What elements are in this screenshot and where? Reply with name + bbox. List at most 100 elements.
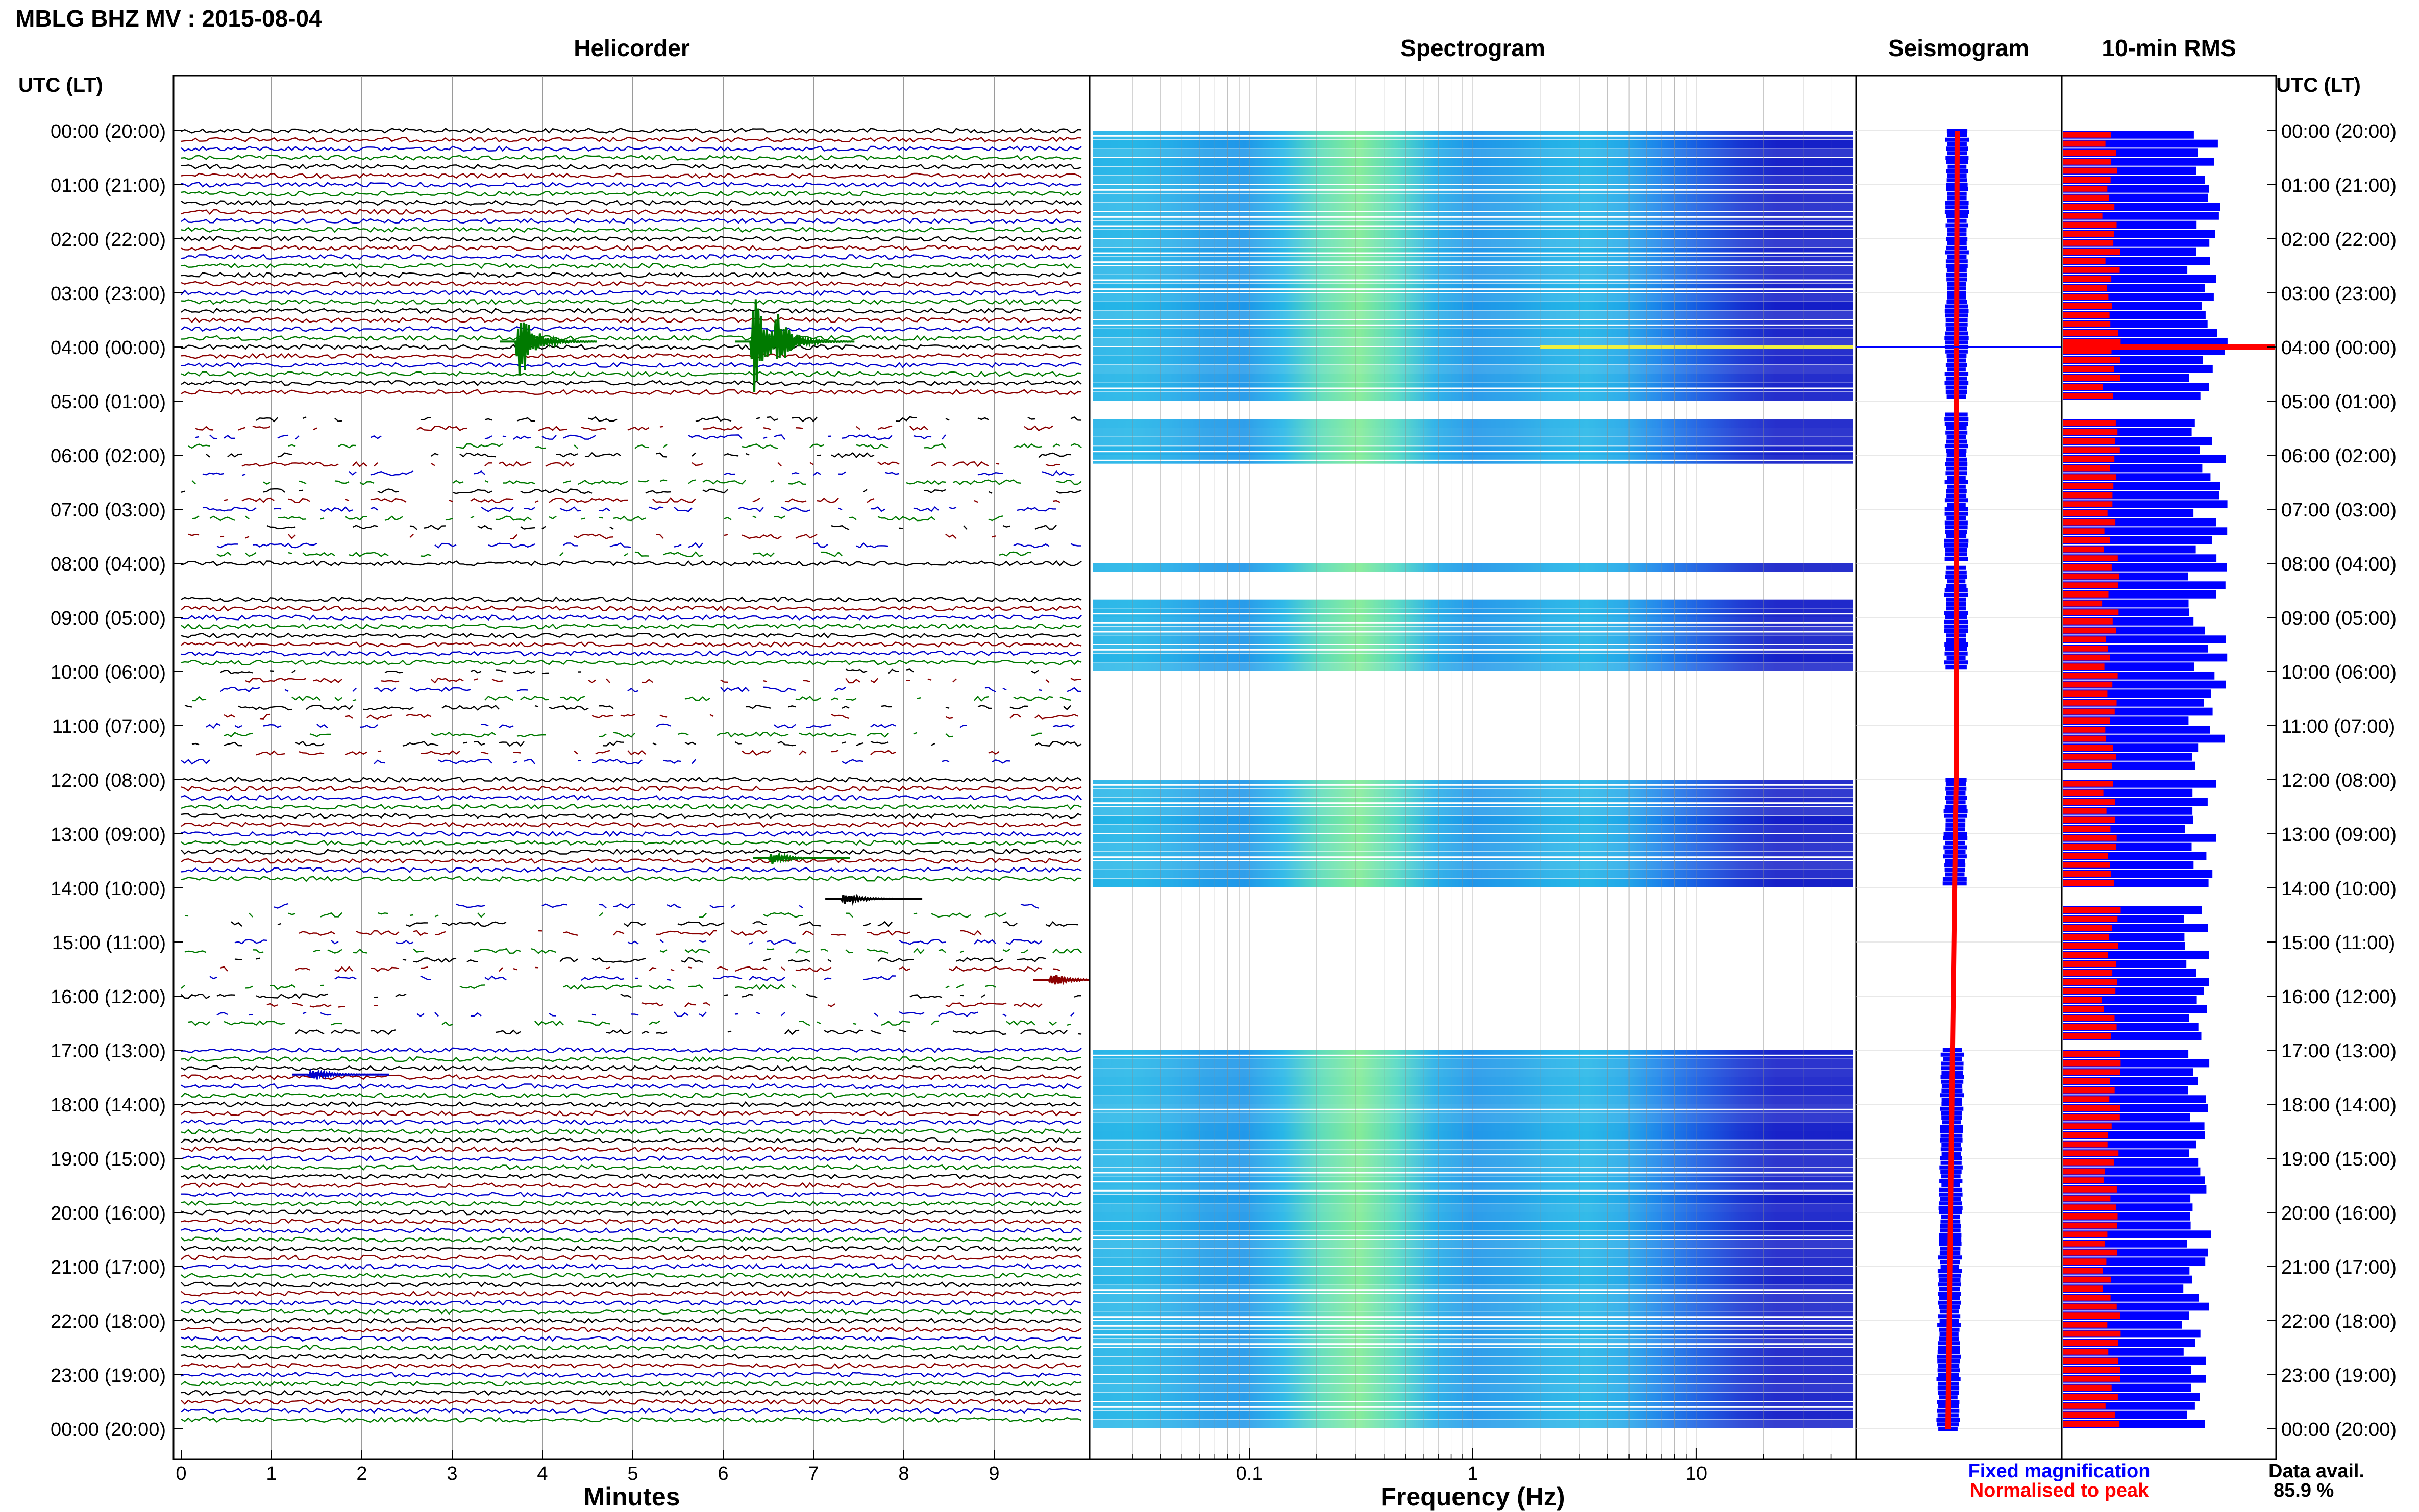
rms-title: 10-min RMS [2102, 35, 2236, 61]
rms-normalised-bar [2063, 285, 2107, 291]
rms-normalised-bar [2063, 474, 2116, 480]
time-tick-label-right: 00:00 (20:00) [2281, 1419, 2397, 1441]
rms-normalised-bar [2063, 862, 2110, 868]
rms-normalised-bar [2063, 429, 2118, 435]
time-tick-label-left: 19:00 (15:00) [51, 1149, 166, 1170]
rms-normalised-bar [2063, 528, 2105, 534]
rms-normalised-bar [2063, 799, 2115, 805]
rms-normalised-bar [2063, 1384, 2112, 1391]
rms-normalised-bar [2063, 1123, 2112, 1129]
rms-normalised-bar [2063, 249, 2120, 255]
helicorder-trace [184, 704, 1071, 711]
rms-normalised-bar [2063, 510, 2108, 516]
helicorder-trace [181, 353, 1082, 359]
time-tick-label-right: 07:00 (03:00) [2281, 500, 2397, 521]
helicorder-trace [181, 1417, 1082, 1423]
rms-normalised-bar [2063, 673, 2118, 679]
helicorder-trace [181, 1407, 1082, 1414]
rms-normalised-bar [2063, 357, 2120, 363]
helicorder-trace [181, 993, 1081, 999]
helicorder-event [292, 1068, 389, 1082]
helicorder-event [825, 893, 923, 906]
helicorder-trace [224, 731, 1042, 738]
rms-normalised-bar [2063, 438, 2115, 444]
helicorder-trace [181, 1372, 1082, 1378]
helicorder-trace [181, 614, 1082, 621]
helicorder-panel [172, 75, 1130, 1460]
helicorder-trace [181, 1200, 1082, 1207]
helicorder-trace [181, 1362, 1082, 1369]
rms-normalised-bar [2063, 348, 2112, 354]
helicorder-trace [181, 163, 1082, 170]
rms-normalised-bar [2063, 663, 2105, 670]
time-tick-label-right: 19:00 (15:00) [2281, 1149, 2397, 1170]
rms-normalised-bar [2063, 465, 2110, 472]
rms-normalised-bar [2063, 1394, 2118, 1400]
helicorder-trace [181, 326, 1082, 332]
time-tick-label-left: 02:00 (22:00) [51, 229, 166, 251]
rms-normalised-bar [2063, 970, 2113, 976]
rms-normalised-bar [2063, 808, 2107, 814]
rms-normalised-bar [2063, 853, 2108, 859]
frequency-axis: 0.1 1 10 [1132, 1448, 1832, 1484]
rms-normalised-bar [2063, 654, 2110, 661]
helicorder-trace [181, 650, 1082, 657]
helicorder-trace [195, 434, 946, 440]
helicorder-trace [181, 1047, 1082, 1054]
rms-normalised-bar [2063, 1060, 2121, 1067]
helicorder-trace [181, 181, 1082, 188]
helicorder-trace [188, 533, 996, 539]
rms-normalised-bar [2063, 1114, 2120, 1121]
rms-normalised-bar [2063, 1376, 2120, 1382]
rms-normalised-bar [2063, 1051, 2120, 1057]
time-tick-label-right: 09:00 (05:00) [2281, 608, 2397, 629]
helicorder-trace [181, 849, 1082, 855]
rms-normalised-bar [2063, 627, 2116, 634]
rms-normalised-bar [2063, 1222, 2117, 1229]
rms-normalised-bar [2063, 1015, 2115, 1021]
rms-normalised-bar [2063, 1330, 2121, 1337]
helicorder-trace [191, 515, 1003, 522]
helicorder-trace [181, 858, 1082, 864]
rms-normalised-bar [2063, 708, 2115, 715]
minute-tick-label: 7 [808, 1463, 819, 1484]
helicorder-trace [181, 839, 1082, 846]
left-time-axis-label: UTC (LT) [18, 74, 103, 96]
helicorder-trace [181, 776, 1082, 783]
rms-normalised-bar [2063, 546, 2104, 553]
seismogram-title: Seismogram [1888, 35, 2029, 61]
helicorder-trace [181, 659, 1082, 666]
rms-normalised-bar [2063, 339, 2121, 345]
time-tick-label-left: 01:00 (21:00) [51, 175, 166, 196]
rms-normalised-bar [2063, 150, 2116, 156]
helicorder-trace [181, 254, 1082, 260]
rms-normalised-bar [2063, 303, 2112, 309]
helicorder-trace [181, 1380, 1082, 1387]
rms-normalised-bar [2063, 186, 2108, 192]
rms-normalised-bar [2063, 1322, 2108, 1328]
rms-normalised-bar [2063, 1069, 2120, 1075]
helicorder-x-label: Minutes [584, 1482, 680, 1511]
time-tick-label-right: 00:00 (20:00) [2281, 121, 2397, 142]
rms-normalised-bar [2063, 1249, 2117, 1256]
time-tick-label-right: 23:00 (19:00) [2281, 1365, 2397, 1386]
spectrogram-title: Spectrogram [1400, 35, 1545, 61]
data-availability-label: Data avail. [2268, 1460, 2364, 1482]
rms-panel [2061, 75, 2277, 1460]
helicorder-trace [181, 1218, 1082, 1225]
helicorder-trace [181, 1191, 1082, 1198]
rms-normalised-bar [2063, 366, 2114, 372]
rms-normalised-bar [2063, 456, 2115, 462]
minute-tick-label: 9 [989, 1463, 999, 1484]
time-tick-label-right: 01:00 (21:00) [2281, 175, 2397, 196]
time-tick-label-left: 18:00 (14:00) [51, 1095, 166, 1116]
rms-normalised-bar [2063, 700, 2117, 706]
rms-normalised-bar [2063, 1276, 2111, 1283]
rms-normalised-bar [2063, 1132, 2108, 1138]
helicorder-trace [181, 632, 1082, 639]
time-tick-label-right: 22:00 (18:00) [2281, 1311, 2397, 1332]
rms-normalised-bar [2063, 132, 2111, 138]
time-tick-label-right: 04:00 (00:00) [2281, 337, 2397, 359]
frequency-tick-label: 1 [1467, 1463, 1478, 1484]
helicorder-trace [274, 903, 1039, 909]
